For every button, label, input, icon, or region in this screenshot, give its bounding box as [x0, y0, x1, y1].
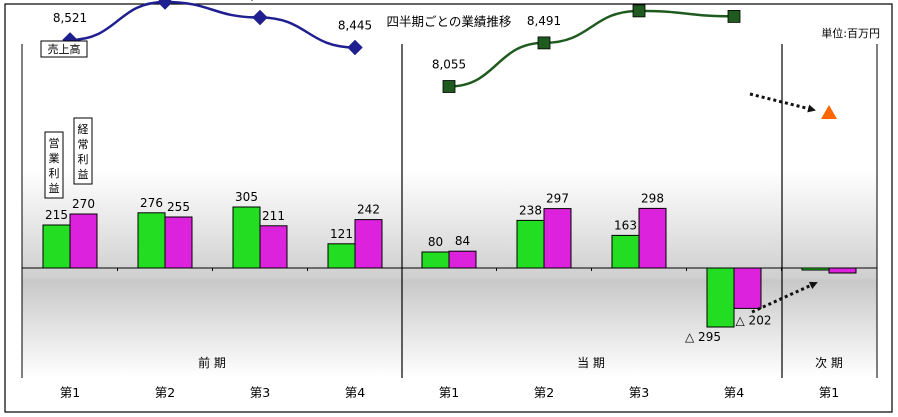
operating-profit-bar	[327, 243, 356, 269]
unit-label: 単位:百万円	[821, 26, 880, 40]
operating-profit-bar	[232, 206, 261, 269]
revenue-current-line	[448, 9, 735, 88]
quarter-label: 第1	[439, 385, 459, 400]
revenue-previous-label: 8,521	[53, 11, 87, 25]
revenue-previous-line	[69, 0, 356, 49]
period-label: 当 期	[577, 356, 605, 370]
revenue-previous-point	[157, 0, 173, 10]
operating-profit-label: △ 295	[685, 330, 721, 344]
ordinary-profit-label: 242	[357, 203, 380, 217]
ordinary-profit-label: 211	[262, 209, 285, 223]
ordinary-profit-label: △ 202	[736, 313, 772, 327]
quarter-label: 第4	[724, 385, 745, 400]
operating-profit-bar	[421, 251, 450, 269]
revenue-previous-point	[252, 9, 268, 26]
forecast-arrow-revenue	[749, 92, 816, 113]
operating-profit-bar	[137, 212, 166, 269]
ordinary-profit-bar	[164, 216, 193, 269]
period-label: 前 期	[198, 355, 226, 370]
ordinary-profit-bar	[733, 267, 762, 309]
quarter-label: 第4	[345, 385, 366, 400]
operating-profit-label: 305	[235, 190, 258, 204]
ordinary-profit-bar	[69, 213, 98, 269]
ordinary-profit-bar	[259, 225, 288, 269]
operating-profit-label: 215	[45, 208, 68, 222]
quarter-label: 第1	[60, 385, 80, 400]
ordinary-profit-bar	[448, 250, 477, 269]
revenue-previous-point	[347, 39, 363, 56]
quarter-label: 第1	[819, 385, 839, 400]
quarter-label: 第2	[155, 385, 175, 400]
ordinary-profit-bar	[543, 208, 572, 269]
revenue-current-point	[727, 9, 741, 23]
quarter-label: 第3	[629, 385, 649, 400]
revenue-current-point	[442, 80, 456, 93]
operating-profit-label: 80	[428, 235, 443, 249]
operating-profit-label: 238	[519, 203, 542, 217]
revenue-current-label: 8,491	[527, 14, 561, 28]
legend-ordinary-profit-box	[73, 117, 93, 185]
quarter-label: 第2	[534, 385, 554, 400]
revenue-previous-label: 8,445	[338, 19, 372, 33]
ordinary-profit-bar	[638, 207, 667, 269]
revenue-current-label: 8,756	[717, 0, 751, 1]
operating-profit-bar	[42, 224, 71, 269]
operating-profit-label: 276	[140, 196, 163, 210]
legend-ordinary-profit-label: 経常利益	[78, 123, 89, 181]
legend-revenue-box	[40, 40, 88, 58]
ordinary-profit-label: 255	[167, 200, 190, 214]
ordinary-profit-label: 297	[546, 192, 569, 206]
revenue-previous-label: 8,745	[243, 0, 277, 3]
quarter-label: 第3	[250, 385, 270, 400]
forecast-triangle	[821, 105, 837, 119]
ordinary-profit-label: 298	[641, 191, 664, 205]
ordinary-profit-label: 270	[72, 197, 95, 211]
period-label: 次 期	[815, 356, 843, 370]
operating-profit-bar	[706, 267, 735, 328]
legend-operating-profit-label: 営業利益	[49, 136, 60, 195]
ordinary-profit-bar	[828, 267, 857, 274]
revenue-current-point	[632, 4, 646, 18]
legend-revenue-label: 売上高	[48, 42, 81, 56]
legend-operating-profit-box	[44, 131, 64, 199]
revenue-current-point	[537, 36, 551, 50]
operating-profit-bar	[611, 234, 640, 269]
operating-profit-label: 121	[330, 227, 353, 241]
operating-profit-label: 163	[614, 218, 637, 232]
operating-profit-bar	[516, 219, 545, 269]
ordinary-profit-bar	[354, 219, 383, 269]
ordinary-profit-label: 84	[455, 234, 470, 248]
operating-profit-bar	[801, 267, 830, 271]
chart-title: 四半期ごとの業績推移	[387, 14, 512, 29]
revenue-current-label: 8,055	[432, 58, 466, 72]
